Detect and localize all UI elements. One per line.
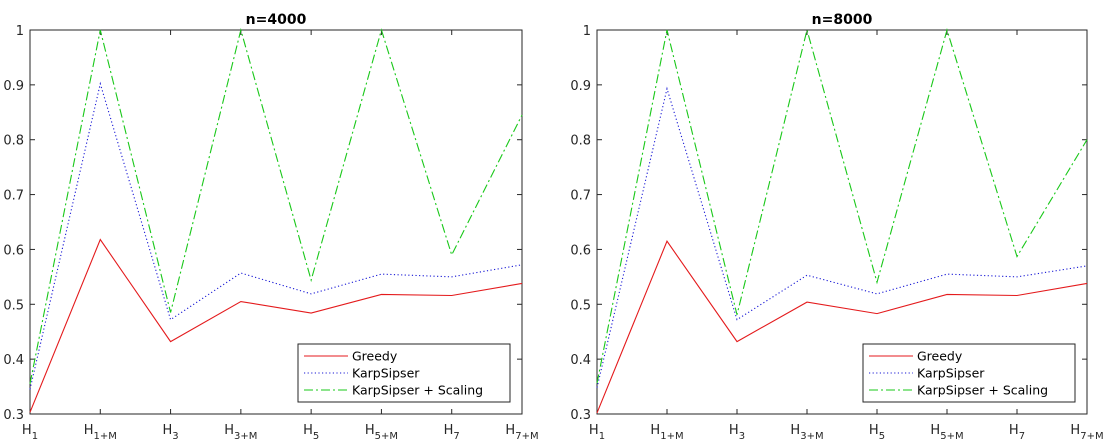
x-tick-label-subscript: 7+M (515, 431, 538, 442)
x-tick-label-base: H (1009, 423, 1019, 438)
legend-label: KarpSipser (352, 366, 420, 381)
x-tick-label: H3 (729, 423, 745, 442)
x-tick-label-base: H (505, 423, 515, 438)
series-line-greedy (29, 238, 523, 413)
x-tick-label-base: H (22, 423, 32, 438)
x-tick-label-base: H (869, 423, 879, 438)
legend: Greedy KarpSipser KarpSipser + Scaling (862, 343, 1076, 403)
x-tick-label-subscript: 3+M (800, 431, 823, 442)
x-tick-label-subscript: 3 (172, 431, 178, 442)
x-tick-label-subscript: 7 (1019, 431, 1025, 442)
x-tick-label-subscript: 5 (313, 431, 319, 442)
legend-label: KarpSipser + Scaling (352, 383, 483, 398)
y-tick-label: 0.5 (3, 298, 24, 313)
y-tick-label: 0.7 (570, 189, 591, 204)
x-tick-label: H5+M (930, 423, 963, 442)
y-tick-label: 0.4 (3, 353, 24, 368)
x-tick-label-base: H (650, 423, 660, 438)
x-tick-label-subscript: 1 (32, 431, 38, 442)
legend-label: KarpSipser + Scaling (917, 383, 1048, 398)
y-tick-label: 0.6 (3, 243, 24, 258)
x-tick-label-subscript: 3 (739, 431, 745, 442)
x-tick-label-subscript: 7+M (1080, 431, 1103, 442)
x-tick-label-base: H (162, 423, 172, 438)
x-tick-label: H1 (22, 423, 38, 442)
x-tick-label: H3+M (790, 423, 823, 442)
y-tick-label: 1 (16, 24, 24, 39)
chart-title: n=4000 (246, 12, 307, 28)
x-tick-label: H7+M (1070, 423, 1103, 442)
series-line-greedy (596, 240, 1088, 414)
y-tick-label: 0.4 (570, 353, 591, 368)
x-tick-label-base: H (365, 423, 375, 438)
series-line-karpsipser-scaling (29, 27, 523, 384)
y-tick-label: 0.3 (570, 408, 591, 423)
y-tick-label: 0.3 (3, 408, 24, 423)
x-tick-label: H5 (303, 423, 319, 442)
x-tick-label-subscript: 3+M (234, 431, 257, 442)
x-tick-label: H7 (444, 423, 460, 442)
x-tick-label-subscript: 7 (453, 431, 459, 442)
y-tick-label: 1 (583, 24, 591, 39)
x-tick-label: H3+M (224, 423, 257, 442)
y-tick-label: 0.6 (570, 243, 591, 258)
x-tick-label-subscript: 5 (879, 431, 885, 442)
x-tick-label-base: H (303, 423, 313, 438)
y-tick-label: 0.9 (3, 79, 24, 94)
series-line-karpsipser (596, 86, 1088, 388)
y-tick-label: 0.8 (3, 134, 24, 149)
x-tick-label-base: H (589, 423, 599, 438)
y-tick-label: 0.9 (570, 79, 591, 94)
x-tick-label-base: H (224, 423, 234, 438)
series-line-karpsipser (29, 81, 523, 390)
x-tick-label-subscript: 1+M (93, 431, 116, 442)
x-tick-label-base: H (790, 423, 800, 438)
y-tick-label: 0.7 (3, 189, 24, 204)
x-tick-label-subscript: 5+M (375, 431, 398, 442)
x-tick-label: H7 (1009, 423, 1025, 442)
x-tick-label: H3 (162, 423, 178, 442)
x-tick-label-base: H (930, 423, 940, 438)
y-tick-label: 0.5 (570, 298, 591, 313)
legend: Greedy KarpSipser KarpSipser + Scaling (297, 343, 511, 403)
x-tick-label: H5+M (365, 423, 398, 442)
x-tick-label: H1 (589, 423, 605, 442)
x-tick-label: H7+M (505, 423, 538, 442)
y-tick-label: 0.8 (570, 134, 591, 149)
legend-label: Greedy (352, 349, 398, 364)
x-tick-label: H1+M (84, 423, 117, 442)
axes-box (596, 29, 1088, 415)
x-tick-label-subscript: 1 (599, 431, 605, 442)
x-tick-label-base: H (1070, 423, 1080, 438)
x-tick-label-base: H (444, 423, 454, 438)
axes-box (29, 29, 523, 415)
x-tick-label-subscript: 1+M (660, 431, 683, 442)
legend-label: Greedy (917, 349, 963, 364)
series-line-karpsipser-scaling (596, 27, 1088, 384)
chart-title: n=8000 (812, 12, 873, 28)
x-tick-label: H1+M (650, 423, 683, 442)
x-tick-label: H5 (869, 423, 885, 442)
x-tick-label-subscript: 5+M (940, 431, 963, 442)
legend-label: KarpSipser (917, 366, 985, 381)
x-tick-label-base: H (84, 423, 94, 438)
x-tick-label-base: H (729, 423, 739, 438)
